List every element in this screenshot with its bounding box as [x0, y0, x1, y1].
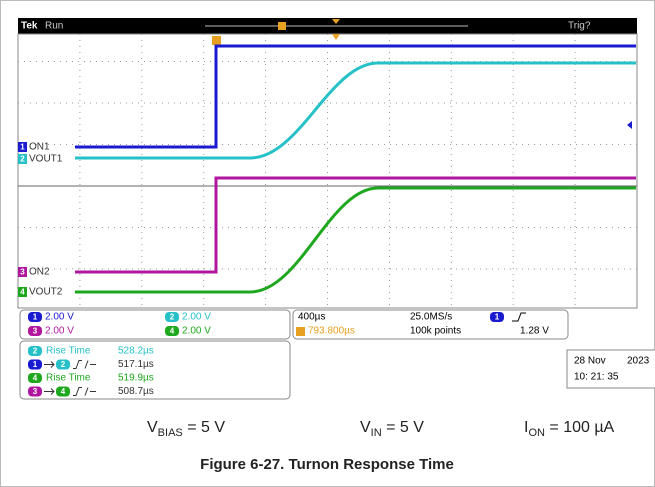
trigger-point: [332, 19, 340, 24]
symbol: V: [360, 419, 371, 436]
channel-label: VOUT2: [29, 287, 63, 298]
measurement-value: 508.7µs: [118, 386, 154, 397]
channel-number: 3: [33, 327, 38, 336]
brand: Tek: [21, 21, 38, 32]
caption: Figure 6-27. Turnon Response Time: [200, 456, 454, 473]
date: 28 Nov: [574, 356, 606, 367]
channel-number: 2: [61, 360, 66, 369]
channel-badge: [165, 312, 179, 322]
channel-number: 4: [61, 387, 66, 396]
subscript: ON: [528, 427, 545, 439]
channel-number: 2: [33, 347, 38, 356]
trigger-arrow: [332, 34, 340, 40]
edge-icon: [73, 387, 96, 396]
channel-number: 4: [33, 374, 38, 383]
channel-label: VOUT1: [29, 154, 63, 165]
trace-ch4: [75, 186, 636, 294]
condition: VBIAS = 5 V: [147, 419, 225, 439]
grid: [18, 34, 637, 308]
channel-number: 2: [170, 313, 175, 322]
condition: ION = 100 µA: [524, 419, 615, 439]
measurement-panel: [19, 340, 291, 400]
position: 793.800µs: [308, 326, 355, 337]
trigger-window: [278, 22, 286, 30]
channel-badge: [18, 154, 27, 164]
channel-label: ON2: [29, 267, 50, 278]
channel-badge: [56, 359, 70, 370]
symbol: V: [147, 419, 158, 436]
trace-ch3: [75, 176, 636, 274]
record-length: 100k points: [410, 326, 461, 337]
channel-number: 1: [495, 313, 500, 322]
subscript: BIAS: [158, 427, 183, 439]
channel-badge: [28, 386, 42, 397]
trigger-status: Trig?: [568, 21, 591, 32]
channel-badge: [490, 312, 504, 322]
graticule: [17, 33, 638, 309]
channel-badge: [18, 267, 27, 277]
channel-badge: [28, 373, 42, 383]
arrow: [44, 361, 55, 368]
condition-value: = 5 V: [183, 419, 226, 436]
channel-badge: [18, 287, 27, 297]
channel-scale: 2.00 V: [182, 326, 211, 337]
channel-number: 1: [33, 360, 38, 369]
sample-rate: 25.0MS/s: [410, 312, 452, 323]
trace-ch2: [75, 61, 636, 160]
measurement-name: Rise Time: [46, 346, 91, 357]
panel-content: 1 2.00 V 2 2.00 V 3 2.00 V 4 2.00 V 1 2 Rise Time 5…: [28, 312, 504, 397]
channel-scale: 2.00 V: [45, 326, 74, 337]
condition: VIN = 5 V: [360, 419, 424, 439]
channel-scale: 2.00 V: [182, 312, 211, 323]
channel-badge: [28, 346, 42, 356]
measurement-value: 528.2µs: [118, 346, 154, 357]
trace-ch1: [75, 44, 636, 149]
slope-icon: [512, 312, 526, 322]
measurement-value: 519.9µs: [118, 373, 154, 384]
time: 10: 21: 35: [574, 372, 619, 383]
conditions: VBIAS = 5 V VIN = 5 V ION = 100 µA: [147, 419, 615, 439]
channel-label: ON1: [29, 142, 50, 153]
channel-number: 1: [20, 143, 25, 152]
channel-number: 2: [20, 155, 25, 164]
symbol: I: [524, 419, 528, 436]
level-arrow: [627, 121, 632, 129]
channel-labels: 1 ON1 2 VOUT1 3 ON2 4 VOUT2: [18, 142, 63, 298]
run-status: Run: [45, 21, 63, 32]
channel-number: 4: [20, 288, 25, 297]
channel-badge: [28, 326, 42, 336]
arrow: [44, 388, 55, 395]
subscript: IN: [371, 427, 382, 439]
channel-badge: [165, 326, 179, 336]
channel-badge: [28, 359, 42, 370]
position-icon: [296, 327, 305, 336]
measurement-name: Rise Time: [46, 373, 91, 384]
channel-number: 3: [20, 268, 25, 277]
edge-icon: [73, 360, 96, 369]
trigger-marker: [212, 36, 221, 45]
channel-number: 3: [33, 387, 38, 396]
channel-number: 1: [33, 313, 38, 322]
scope-screen: Tek Run Trig? 1 ON1 2 VOUT1 3 ON2 4 VOUT2 1 2.00…: [17, 18, 655, 400]
date-box: [566, 349, 655, 389]
measurement-value: 517.1µs: [118, 359, 154, 370]
trigger-level: 1.28 V: [520, 326, 549, 337]
year: 2023: [627, 356, 650, 367]
channel-badge: [28, 312, 42, 322]
condition-value: = 100 µA: [545, 419, 615, 436]
channel-badge: [18, 142, 27, 152]
channel-badge: [56, 386, 70, 397]
channel-scale: 2.00 V: [45, 312, 74, 323]
timebase-scale: 400µs: [298, 312, 325, 323]
channel-panel: [19, 309, 291, 340]
condition-value: = 5 V: [382, 419, 425, 436]
channel-number: 4: [170, 327, 175, 336]
